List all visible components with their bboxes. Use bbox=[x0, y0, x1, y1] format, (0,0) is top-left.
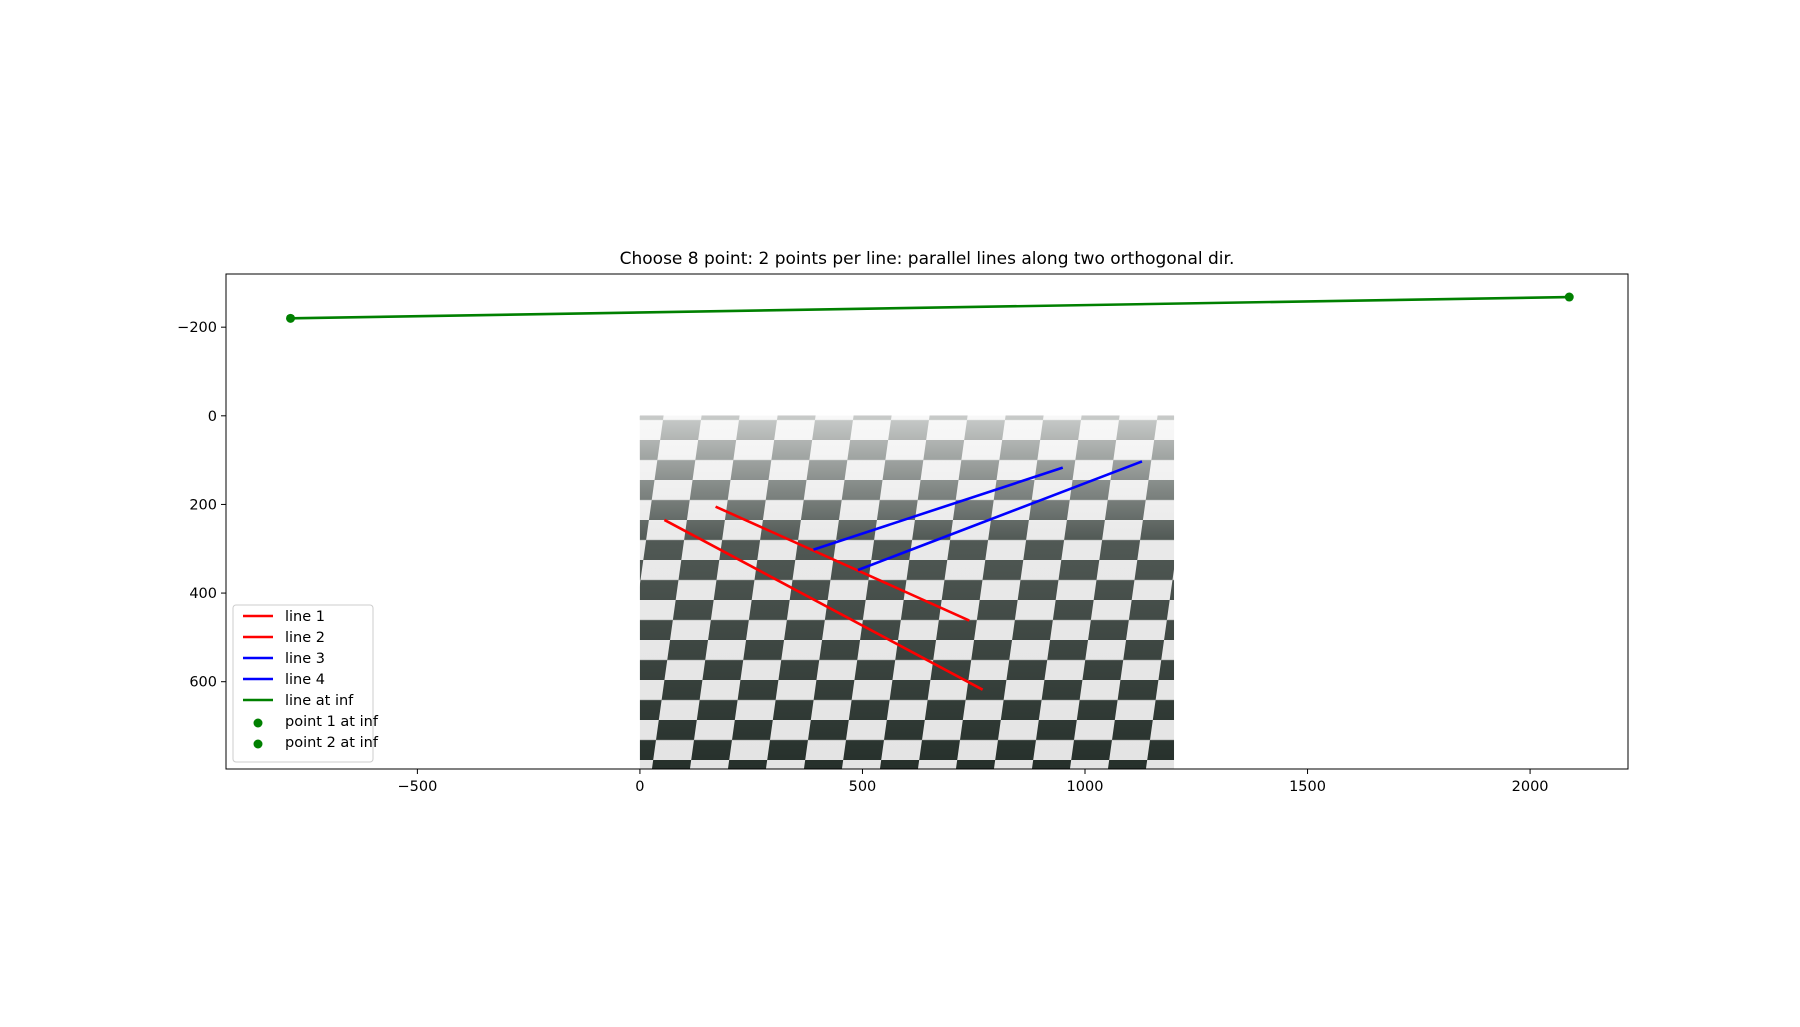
y-axis: −200 0 200 400 600 bbox=[177, 320, 226, 691]
series-line-1 bbox=[663, 518, 984, 691]
legend-box bbox=[232, 604, 374, 763]
x-tick-label: 1500 bbox=[1289, 779, 1326, 795]
legend-label: line 4 bbox=[285, 672, 325, 688]
series-point-1-at-inf bbox=[286, 313, 296, 323]
x-tick-label: 0 bbox=[635, 779, 644, 795]
legend: line 1 line 2 line 3 line 4 line at inf point… bbox=[232, 604, 379, 763]
axes-frame bbox=[225, 273, 1629, 770]
legend-swatch bbox=[253, 739, 263, 749]
series-line-3 bbox=[813, 466, 1064, 551]
plot-series bbox=[286, 292, 1574, 691]
legend-swatch bbox=[253, 718, 263, 728]
y-tick-label: −200 bbox=[177, 320, 217, 336]
x-tick-label: 2000 bbox=[1512, 779, 1549, 795]
legend-label: line at inf bbox=[285, 693, 354, 709]
x-tick-label: 500 bbox=[849, 779, 877, 795]
legend-label: line 2 bbox=[285, 630, 325, 646]
legend-label: point 2 at inf bbox=[285, 735, 379, 751]
legend-label: line 1 bbox=[285, 609, 325, 625]
y-tick-label: 0 bbox=[208, 409, 217, 425]
y-tick-label: 400 bbox=[189, 586, 217, 602]
x-tick-label: −500 bbox=[397, 779, 437, 795]
x-tick-label: 1000 bbox=[1067, 779, 1104, 795]
series-point-2-at-inf bbox=[1564, 292, 1574, 302]
y-tick-label: 200 bbox=[189, 497, 217, 513]
series-line-2 bbox=[715, 505, 970, 622]
chart-title: Choose 8 point: 2 points per line: paral… bbox=[620, 249, 1235, 269]
y-tick-label: 600 bbox=[189, 675, 217, 691]
series-line-at-inf bbox=[290, 295, 1570, 320]
x-axis: −500 0 500 1000 1500 2000 bbox=[397, 769, 1549, 795]
series-line-4 bbox=[857, 460, 1143, 572]
legend-label: line 3 bbox=[285, 651, 325, 667]
legend-label: point 1 at inf bbox=[285, 714, 379, 730]
